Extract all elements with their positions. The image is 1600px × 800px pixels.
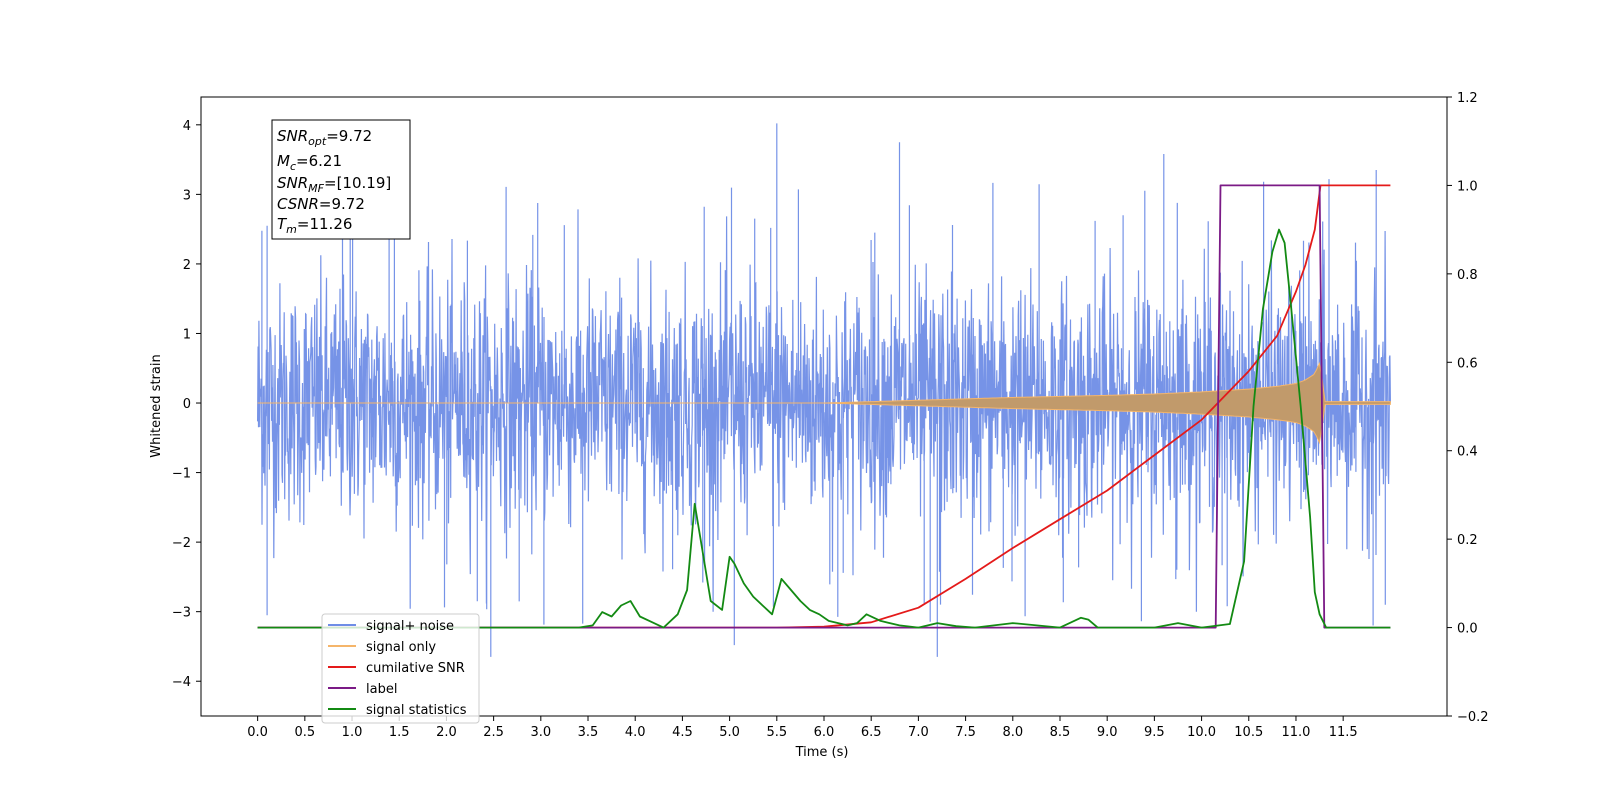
- legend-label-cumulative-snr: cumilative SNR: [366, 661, 465, 676]
- x-tick-label: 2.0: [436, 725, 457, 740]
- x-tick-label: 0.5: [294, 725, 315, 740]
- x-tick-label: 10.0: [1187, 725, 1216, 740]
- y-tick-label: 2: [183, 258, 191, 273]
- series-signal-only: [257, 361, 1391, 445]
- x-tick-label: 8.5: [1050, 725, 1071, 740]
- x-tick-label: 7.0: [908, 725, 929, 740]
- info-tm: Tm=11.26: [277, 215, 352, 236]
- y-tick-label: −1: [172, 467, 191, 482]
- legend: signal+ noise signal only cumilative SNR…: [321, 613, 480, 724]
- info-snr-opt: SNRopt=9.72: [277, 127, 372, 148]
- y-tick-label: 3: [183, 188, 191, 203]
- x-tick-label: 1.0: [342, 725, 363, 740]
- info-csnr: CSNR=9.72: [277, 195, 365, 213]
- x-tick-label: 9.0: [1097, 725, 1118, 740]
- y-right-tick-label: 0.0: [1457, 622, 1478, 637]
- x-tick-label: 0.0: [247, 725, 268, 740]
- series-signal-noise: [257, 123, 1391, 657]
- x-tick-label: 6.0: [814, 725, 835, 740]
- y-right-tick-label: 0.4: [1457, 445, 1478, 460]
- y-right-tick-label: 0.6: [1457, 356, 1478, 371]
- y-tick-label: −2: [172, 536, 191, 551]
- legend-frame: [321, 613, 480, 724]
- y-right-tick-label: −0.2: [1457, 710, 1489, 725]
- y-axis-left: 4 3 2 1 0 −1 −2 −3 −4: [172, 119, 201, 690]
- y-right-tick-label: 0.8: [1457, 268, 1478, 283]
- y-tick-label: −4: [172, 675, 191, 690]
- series-cumulative-snr: [257, 184, 1391, 629]
- legend-label-signal-noise: signal+ noise: [366, 619, 454, 634]
- y-right-tick-label: 0.2: [1457, 533, 1478, 548]
- y-tick-label: −3: [172, 606, 191, 621]
- y-axis-right: 1.2 1.0 0.8 0.6 0.4 0.2 0.0 −0.2: [1447, 91, 1489, 725]
- series-signal-statistics: [257, 228, 1391, 629]
- info-box: SNRopt=9.72 Mc=6.21 SNRMF=[10.19] CSNR=9…: [271, 119, 411, 240]
- legend-label-signal-statistics: signal statistics: [366, 703, 467, 718]
- legend-label-label: label: [366, 682, 397, 697]
- legend-label-signal-only: signal only: [366, 640, 436, 655]
- x-axis-label: Time (s): [795, 745, 849, 760]
- x-tick-label: 2.5: [483, 725, 504, 740]
- x-tick-label: 5.5: [766, 725, 787, 740]
- x-tick-label: 11.5: [1329, 725, 1358, 740]
- x-tick-label: 9.5: [1144, 725, 1165, 740]
- x-tick-label: 7.5: [955, 725, 976, 740]
- x-tick-label: 1.5: [389, 725, 410, 740]
- y-tick-label: 4: [183, 119, 191, 134]
- x-tick-label: 8.0: [1002, 725, 1023, 740]
- y-axis-label: Whitened strain: [149, 354, 164, 457]
- x-tick-label: 3.5: [578, 725, 599, 740]
- y-right-tick-label: 1.0: [1457, 179, 1478, 194]
- x-tick-label: 4.0: [625, 725, 646, 740]
- y-tick-label: 0: [183, 397, 191, 412]
- x-tick-label: 5.0: [719, 725, 740, 740]
- info-mc: Mc=6.21: [277, 152, 342, 173]
- y-tick-label: 1: [183, 327, 191, 342]
- x-tick-label: 4.5: [672, 725, 693, 740]
- x-tick-label: 11.0: [1281, 725, 1310, 740]
- info-box-frame: [271, 119, 411, 240]
- x-tick-label: 3.0: [530, 725, 551, 740]
- y-right-tick-label: 1.2: [1457, 91, 1478, 106]
- x-tick-label: 6.5: [861, 725, 882, 740]
- x-tick-label: 10.5: [1234, 725, 1263, 740]
- info-snr-mf: SNRMF=[10.19]: [277, 174, 391, 195]
- series-layer: [257, 123, 1391, 657]
- x-axis: 0.0 0.5 1.0 1.5 2.0 2.5 3.0 3.5 4.0 4.5 5.0 5.5 6.0 6…: [247, 716, 1358, 740]
